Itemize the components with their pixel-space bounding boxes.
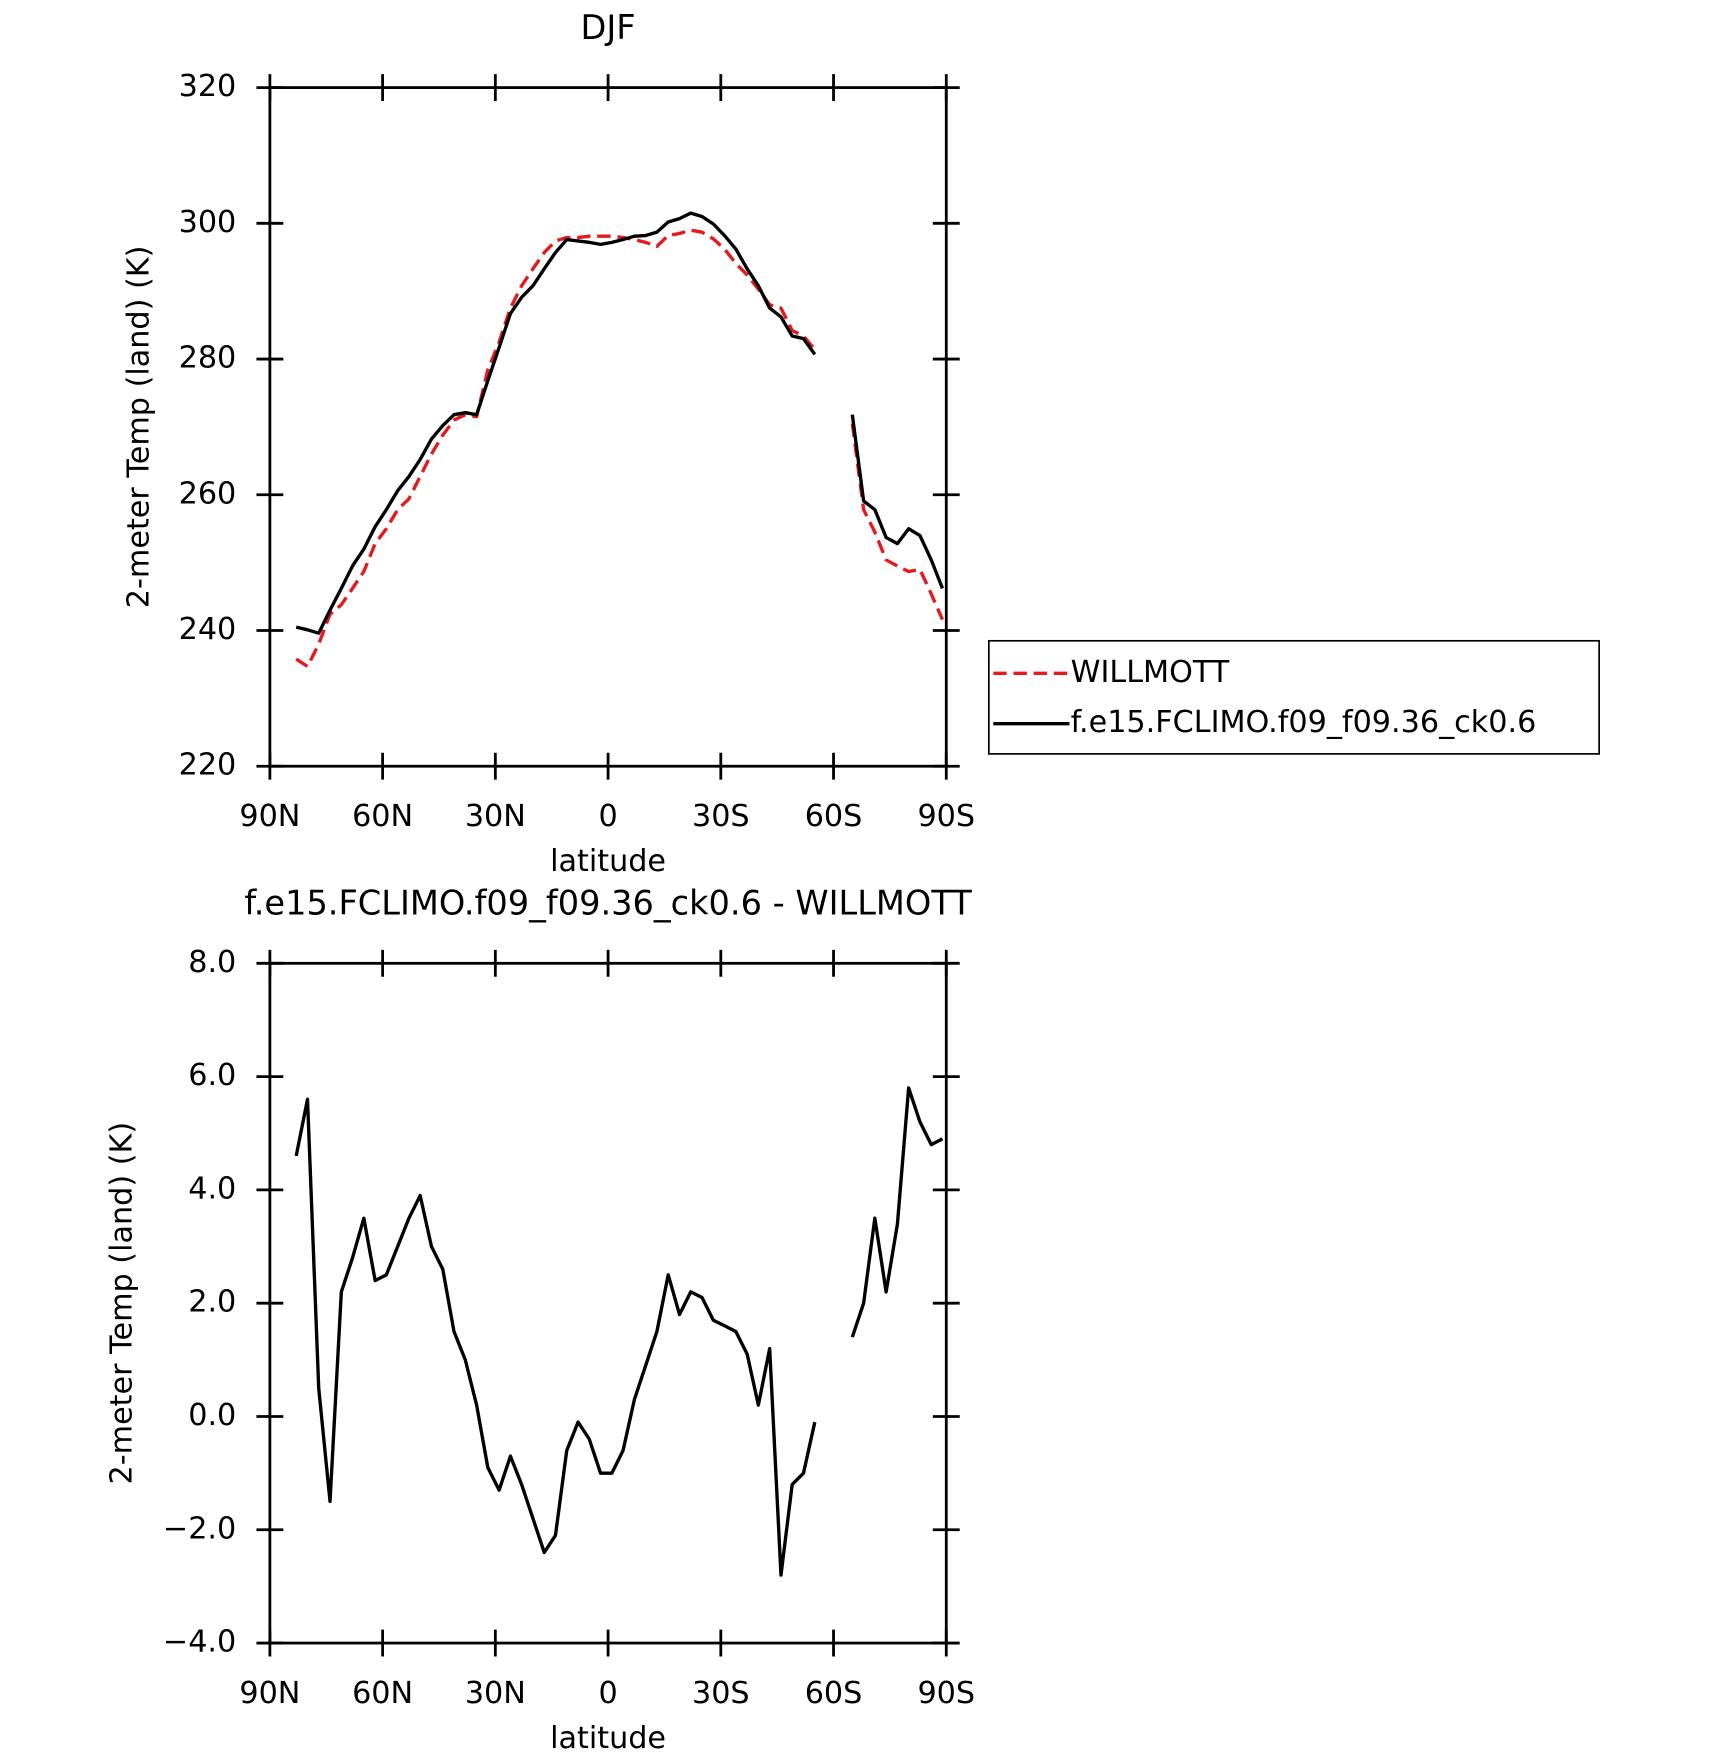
plot-frame [268, 961, 948, 1645]
x-tick-label: 90N [239, 1676, 300, 1711]
y-axis-label: 2-meter Temp (land) (K) [105, 1122, 140, 1485]
series-line [294, 1086, 944, 1577]
x-tick-label: 0 [598, 799, 617, 834]
y-tick-label: −2.0 [163, 1511, 236, 1546]
chart-title: DJF [581, 8, 636, 47]
x-tick-label: 60N [352, 1676, 413, 1711]
legend-box [987, 639, 1600, 755]
y-tick-label: 8.0 [188, 945, 236, 980]
x-tick-label: 60S [805, 799, 863, 834]
x-tick-label: 30S [692, 799, 750, 834]
y-tick-label: 260 [179, 476, 237, 511]
y-tick-label: 280 [179, 341, 237, 376]
series-line [295, 228, 945, 669]
x-tick-label: 60S [805, 1676, 863, 1711]
y-tick-label: 220 [179, 748, 237, 783]
x-axis-label: latitude [550, 1721, 666, 1756]
legend-label: WILLMOTT [1071, 655, 1230, 690]
x-tick-label: 30S [692, 1676, 750, 1711]
y-tick-label: 6.0 [188, 1058, 236, 1093]
y-axis-label: 2-meter Temp (land) (K) [121, 246, 156, 609]
x-tick-label: 30N [465, 1676, 526, 1711]
plot-frame [268, 86, 948, 768]
legend-label: f.e15.FCLIMO.f09_f09.36_ck0.6 [1071, 705, 1537, 740]
x-tick-label: 0 [598, 1676, 617, 1711]
y-tick-label: 0.0 [188, 1398, 236, 1433]
y-tick-label: 300 [179, 205, 237, 240]
x-tick-label: 90N [239, 799, 300, 834]
y-tick-label: 2.0 [188, 1285, 236, 1320]
x-tick-label: 90S [917, 799, 975, 834]
x-tick-label: 30N [465, 799, 526, 834]
y-tick-label: 4.0 [188, 1171, 236, 1206]
y-tick-label: 320 [179, 69, 237, 104]
chart-title: f.e15.FCLIMO.f09_f09.36_ck0.6 - WILLMOTT [244, 884, 972, 923]
x-tick-label: 60N [352, 799, 413, 834]
y-tick-label: −4.0 [163, 1625, 236, 1660]
x-axis-label: latitude [550, 844, 666, 879]
x-tick-label: 90S [917, 1676, 975, 1711]
series-line [295, 211, 945, 635]
y-tick-label: 240 [179, 612, 237, 647]
